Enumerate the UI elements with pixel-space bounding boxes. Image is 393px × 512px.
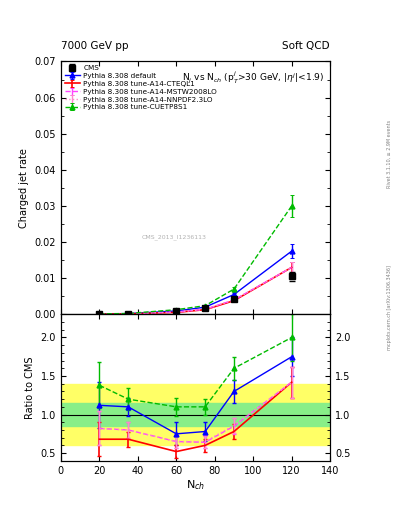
Legend: CMS, Pythia 8.308 default, Pythia 8.308 tune-A14-CTEQL1, Pythia 8.308 tune-A14-M: CMS, Pythia 8.308 default, Pythia 8.308 … bbox=[63, 63, 219, 112]
Bar bbox=[61, 403, 330, 426]
Bar bbox=[61, 383, 330, 445]
Text: N$_j$ vs N$_{ch}$ (p$_T^j$>30 GeV, |$\eta^j$|<1.9): N$_j$ vs N$_{ch}$ (p$_T^j$>30 GeV, |$\et… bbox=[182, 69, 325, 85]
Text: mcplots.cern.ch [arXiv:1306.3436]: mcplots.cern.ch [arXiv:1306.3436] bbox=[387, 265, 392, 350]
Text: 7000 GeV pp: 7000 GeV pp bbox=[61, 40, 129, 51]
Text: CMS_2013_I1236113: CMS_2013_I1236113 bbox=[141, 234, 206, 240]
Text: Soft QCD: Soft QCD bbox=[283, 40, 330, 51]
Text: Rivet 3.1.10, ≥ 2.9M events: Rivet 3.1.10, ≥ 2.9M events bbox=[387, 119, 392, 188]
Y-axis label: Ratio to CMS: Ratio to CMS bbox=[25, 356, 35, 419]
X-axis label: N$_{ch}$: N$_{ch}$ bbox=[186, 478, 205, 492]
Y-axis label: Charged jet rate: Charged jet rate bbox=[19, 148, 29, 228]
